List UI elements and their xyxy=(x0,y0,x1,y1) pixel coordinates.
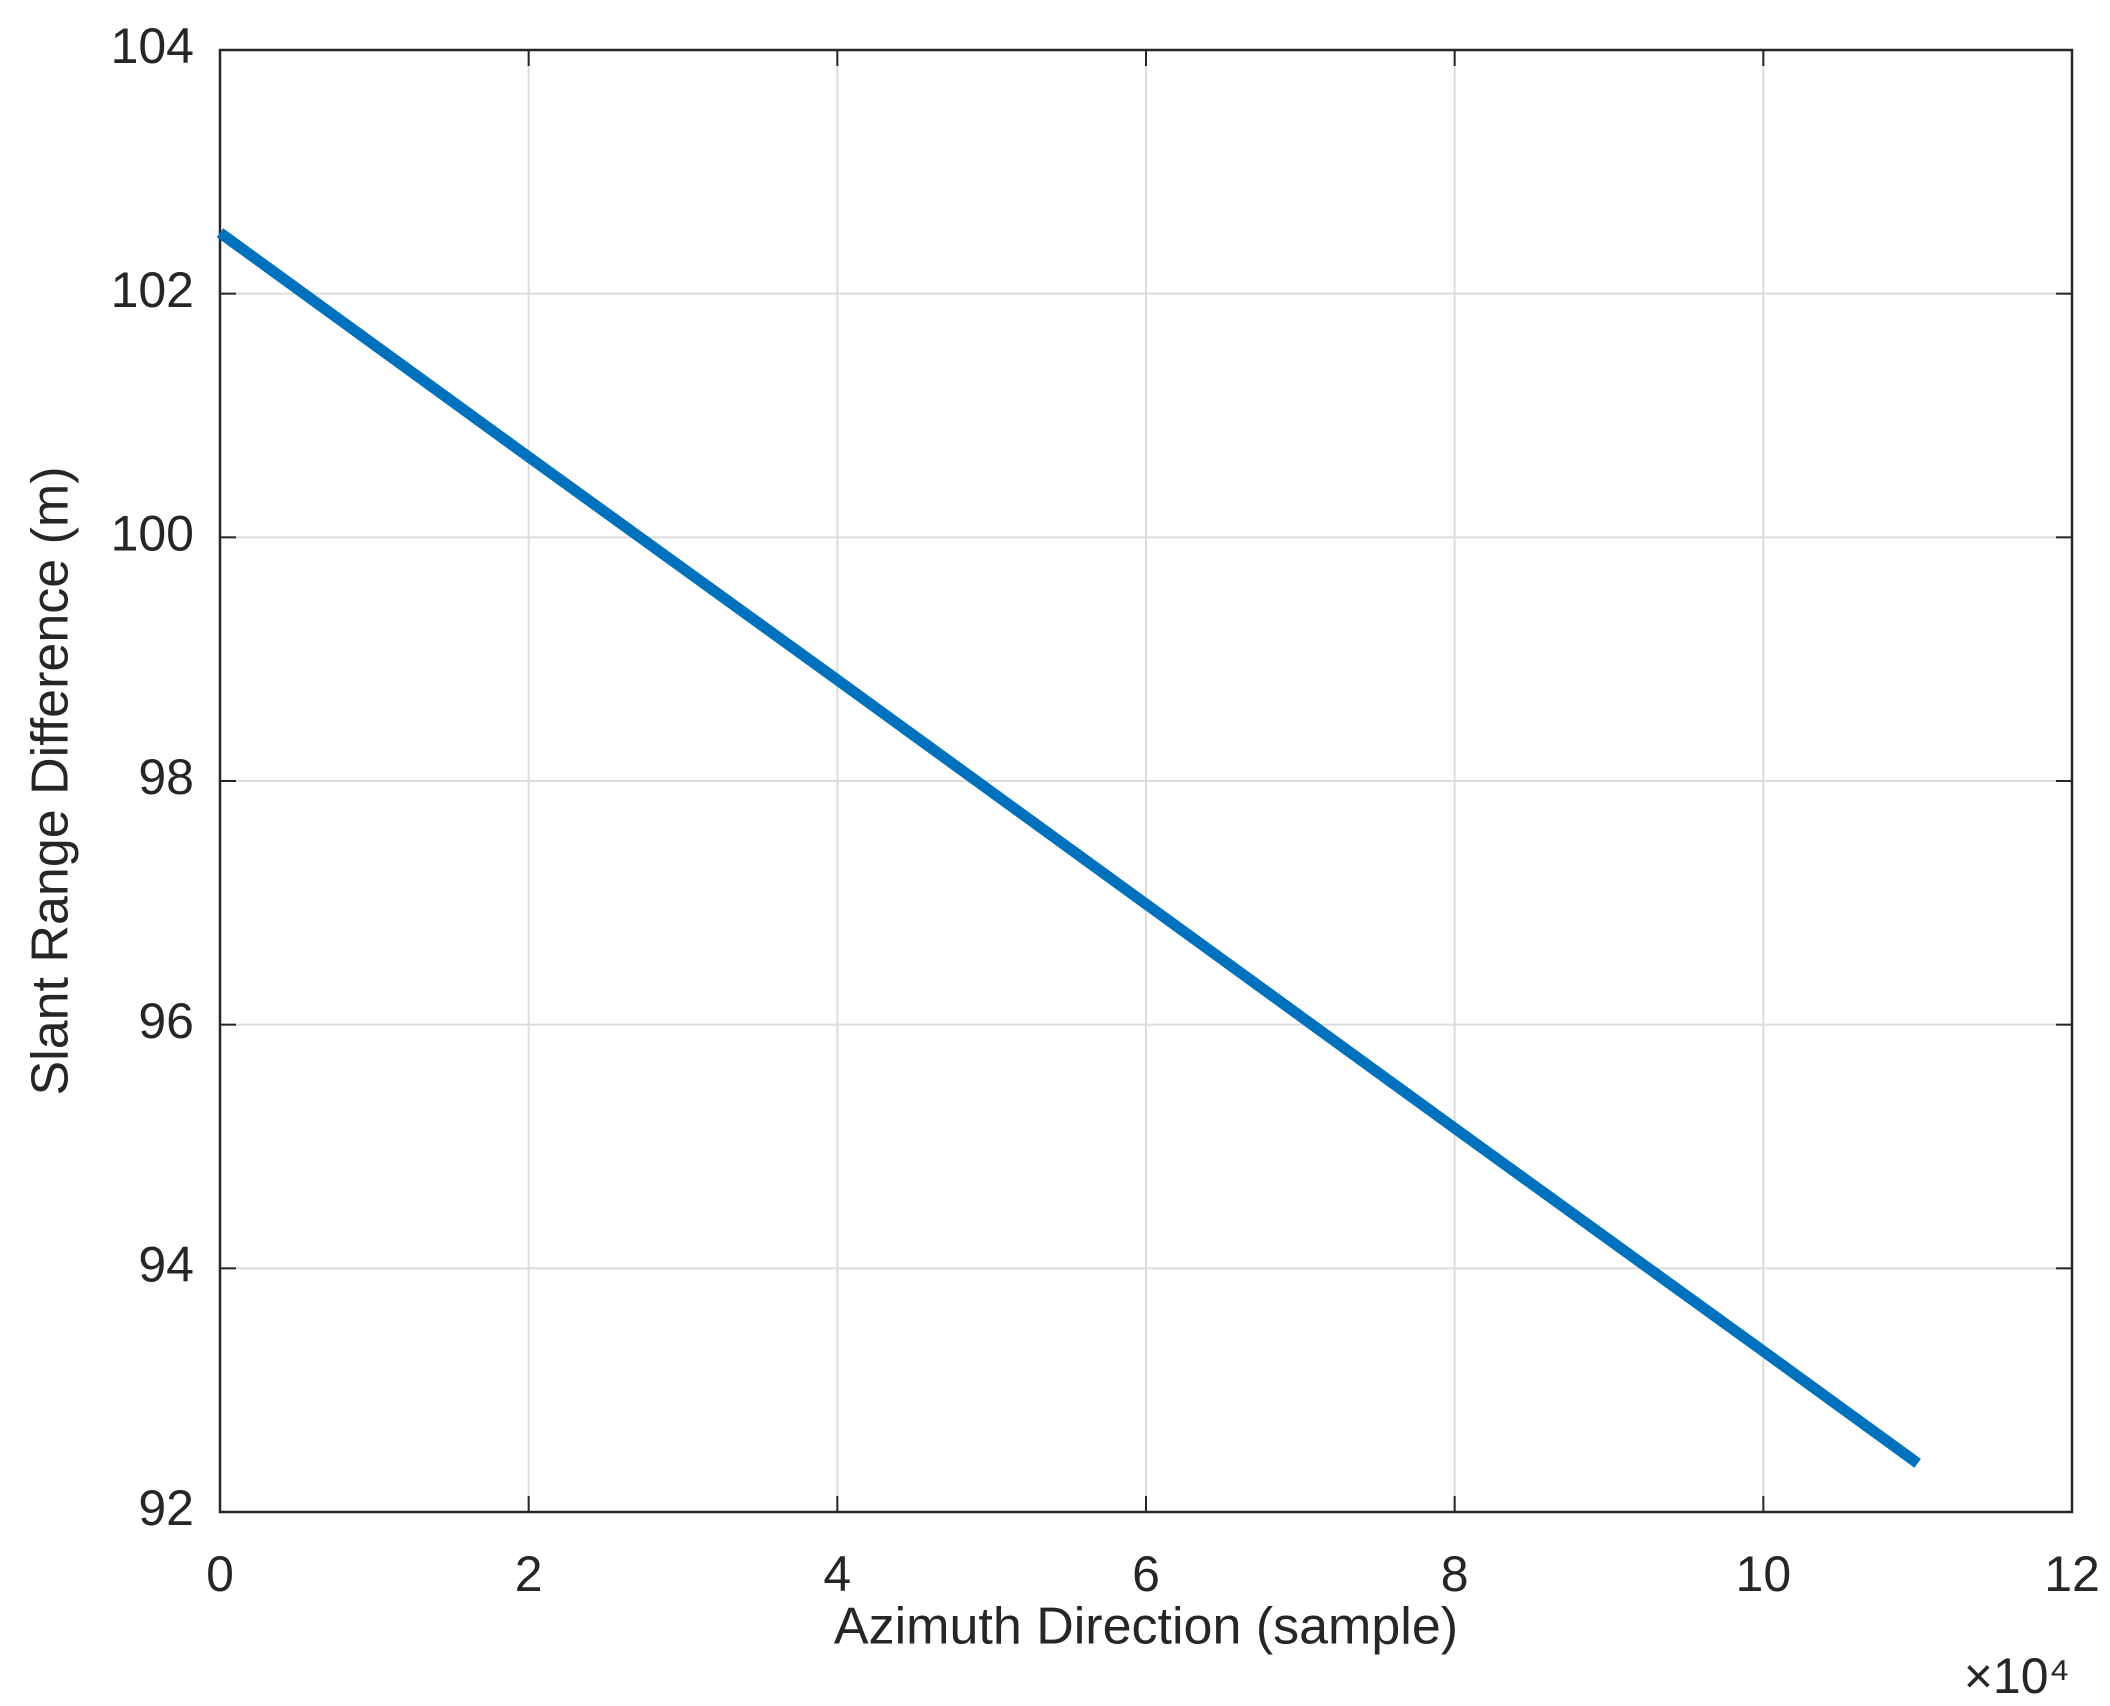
x-tick-label: 10 xyxy=(1736,1546,1792,1602)
y-tick-label: 102 xyxy=(111,262,194,318)
y-tick-label: 94 xyxy=(138,1237,194,1293)
y-tick-label: 98 xyxy=(138,749,194,805)
x-tick-label: 2 xyxy=(515,1546,543,1602)
x-tick-label: 0 xyxy=(206,1546,234,1602)
x-tick-label: 4 xyxy=(823,1546,851,1602)
data-line xyxy=(216,228,1921,1468)
x-axis-label: Azimuth Direction (sample) xyxy=(834,1598,1458,1656)
y-tick-label: 92 xyxy=(138,1480,194,1536)
y-tick-label: 100 xyxy=(111,506,194,562)
y-axis-label: Slant Range Difference (m) xyxy=(22,466,80,1095)
x-tick-label: 12 xyxy=(2044,1546,2100,1602)
y-tick-label: 104 xyxy=(111,18,194,74)
x-tick-label: 6 xyxy=(1132,1546,1160,1602)
plot-frame xyxy=(218,48,2074,1514)
x-exponent: ×10⁴ xyxy=(1964,1648,2070,1704)
x-tick-label: 8 xyxy=(1441,1546,1469,1602)
y-tick-label: 96 xyxy=(138,993,194,1049)
